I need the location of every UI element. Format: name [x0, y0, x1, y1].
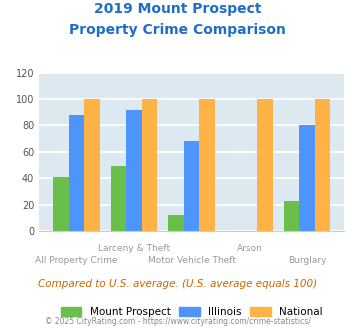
Bar: [69, 115, 84, 231]
Text: Larceny & Theft: Larceny & Theft: [98, 244, 170, 253]
Bar: [142, 99, 157, 231]
Bar: [168, 215, 184, 231]
Bar: [184, 141, 200, 231]
Text: Compared to U.S. average. (U.S. average equals 100): Compared to U.S. average. (U.S. average …: [38, 279, 317, 289]
Text: © 2025 CityRating.com - https://www.cityrating.com/crime-statistics/: © 2025 CityRating.com - https://www.city…: [45, 317, 310, 326]
Bar: [284, 201, 299, 231]
Text: Property Crime Comparison: Property Crime Comparison: [69, 23, 286, 37]
Bar: [111, 166, 126, 231]
Bar: [84, 99, 100, 231]
Bar: [257, 99, 273, 231]
Text: Motor Vehicle Theft: Motor Vehicle Theft: [148, 256, 236, 265]
Legend: Mount Prospect, Illinois, National: Mount Prospect, Illinois, National: [56, 303, 327, 321]
Text: 2019 Mount Prospect: 2019 Mount Prospect: [94, 2, 261, 16]
Bar: [200, 99, 215, 231]
Text: All Property Crime: All Property Crime: [35, 256, 118, 265]
Text: Arson: Arson: [236, 244, 262, 253]
Bar: [53, 177, 69, 231]
Text: Burglary: Burglary: [288, 256, 326, 265]
Bar: [315, 99, 331, 231]
Bar: [299, 125, 315, 231]
Bar: [126, 110, 142, 231]
